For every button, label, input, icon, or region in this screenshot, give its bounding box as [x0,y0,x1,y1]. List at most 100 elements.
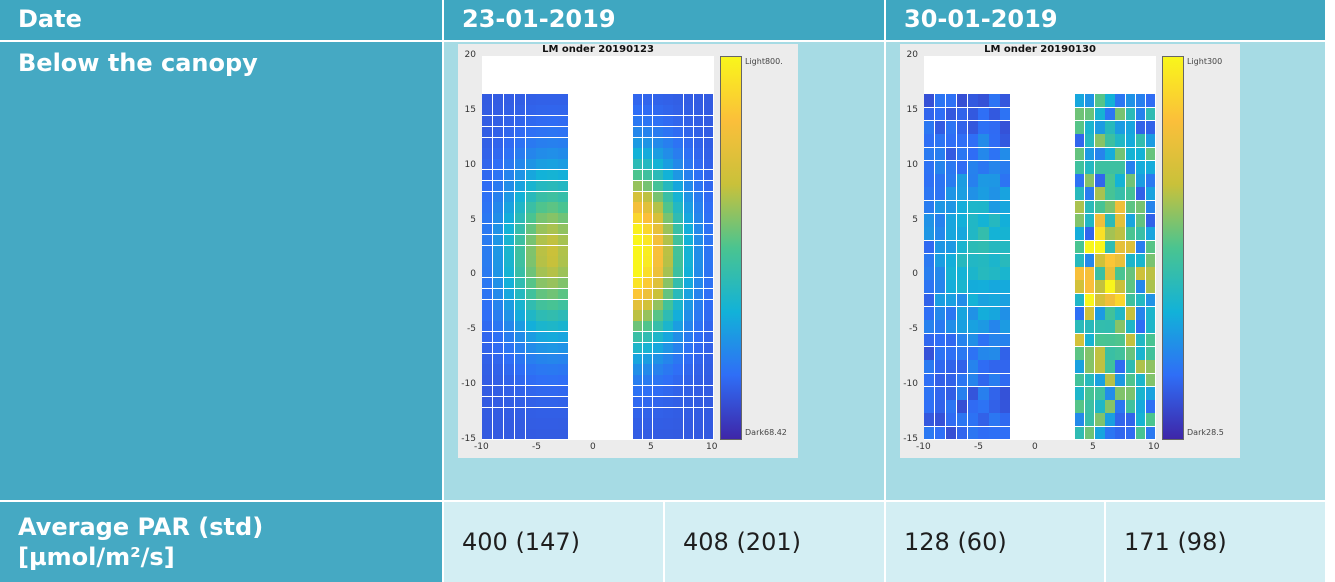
heatmap-cell [924,214,935,227]
heatmap-cell [1095,413,1105,427]
heatmap-cell [693,116,704,127]
heatmap-cell [703,213,714,224]
heatmap-cell [693,353,704,364]
heatmap-cell [683,224,694,235]
heatmap-cell [653,396,663,407]
heatmap-cell [482,202,493,213]
heatmap-cell [1125,94,1136,108]
heatmap-cell [632,105,643,116]
heatmap-cell [1084,280,1095,294]
heatmap-cell [663,386,673,397]
heatmap-cell [558,418,569,429]
heatmap-cell [1084,426,1095,440]
heatmap-cell [934,333,946,347]
heatmap-cell [1105,147,1115,161]
heatmap-cell [934,426,946,440]
heatmap-cell [673,429,683,440]
heatmap-cell [642,213,653,224]
heatmap-cell [945,426,957,440]
heatmap-cell [693,234,704,245]
heatmap-cell [693,137,704,148]
heatmap-cell [653,180,663,191]
heatmap-cell [683,137,694,148]
heatmap-plot-20190123: LM onder 20190123 20 15 10 5 0 -5 -10 -15 -10 -5 0 5… [458,44,798,458]
heatmap-cell [945,280,957,294]
heatmap-cell [1084,360,1095,373]
heatmap-cell [525,364,536,375]
heatmap-cell [1135,346,1146,360]
heatmap-cell [1115,400,1125,413]
heatmap-cell [547,191,558,202]
heatmap-cell [683,407,694,418]
heatmap-cell [978,400,989,413]
heatmap-cell [632,224,643,235]
heatmap-cell [1095,240,1105,254]
heatmap-cell [558,105,569,116]
heatmap-cell [693,148,704,159]
heatmap-cell [632,245,643,256]
heatmap-cell [989,253,1000,267]
heatmap-cell [934,174,946,187]
heatmap-cell [934,293,946,307]
heatmap-cell [1135,147,1146,161]
heatmap-cell [683,234,694,245]
heatmap-cell [1145,187,1156,201]
heatmap-cell [663,375,673,386]
heatmap-cell [956,333,967,347]
heatmap-cell [632,94,643,105]
heatmap-cell [703,407,714,418]
heatmap-cell [503,375,515,386]
heatmap-cell [1115,160,1125,174]
heatmap-cell [1145,227,1156,240]
heatmap-cell [642,224,653,235]
heatmap-cell [536,126,547,137]
heatmap-cell [673,116,683,127]
heatmap-cell [1084,174,1095,187]
heatmap-cell [642,396,653,407]
y-tick-label: 10 [906,159,918,170]
heatmap-cell [989,174,1000,187]
heatmap-cell [1074,400,1085,413]
heatmap-cell [1074,307,1085,320]
heatmap-cell [934,134,946,147]
plot-title: LM onder 20190123 [542,44,654,55]
heatmap-cell [673,375,683,386]
heatmap-cell [956,120,967,134]
heatmap-cell [683,105,694,116]
heatmap-cell [536,148,547,159]
heatmap-cell [945,147,957,161]
heatmap-cell [536,137,547,148]
heatmap-cell [1095,187,1105,201]
heatmap-cell [514,429,525,440]
heatmap-cell [1095,346,1105,360]
heatmap-cell [989,373,1000,387]
heatmap-cell [642,126,653,137]
heatmap-plot-20190130: LM onder 20190130 20 15 10 5 0 -5 -10 -15 -10 -5 0 5… [900,44,1240,458]
heatmap-cell [514,191,525,202]
heatmap-cell [1115,200,1125,214]
header-date-1-label: 23-01-2019 [462,5,616,33]
heatmap-cell [673,224,683,235]
heatmap-cell [547,353,558,364]
heatmap-cell [482,407,493,418]
heatmap-cell [1145,120,1156,134]
heatmap-cell [1115,253,1125,267]
heatmap-cell [492,396,504,407]
heatmap-cell [663,224,673,235]
heatmap-cell [503,429,515,440]
heatmap-cell [673,191,683,202]
heatmap-cell [632,364,643,375]
heatmap-cell [547,310,558,321]
heatmap-cell [1145,253,1156,267]
heatmap-cell [1125,267,1136,280]
heatmap-cell [703,170,714,181]
heatmap-cell [683,418,694,429]
heatmap-cell [525,310,536,321]
heatmap-cell [492,224,504,235]
heatmap-cell [1135,307,1146,320]
below-canopy-text: Below the canopy [18,49,258,77]
heatmap-cell [653,116,663,127]
heatmap-cell [967,426,978,440]
heatmap-cell [934,120,946,134]
heatmap-cell [934,267,946,280]
